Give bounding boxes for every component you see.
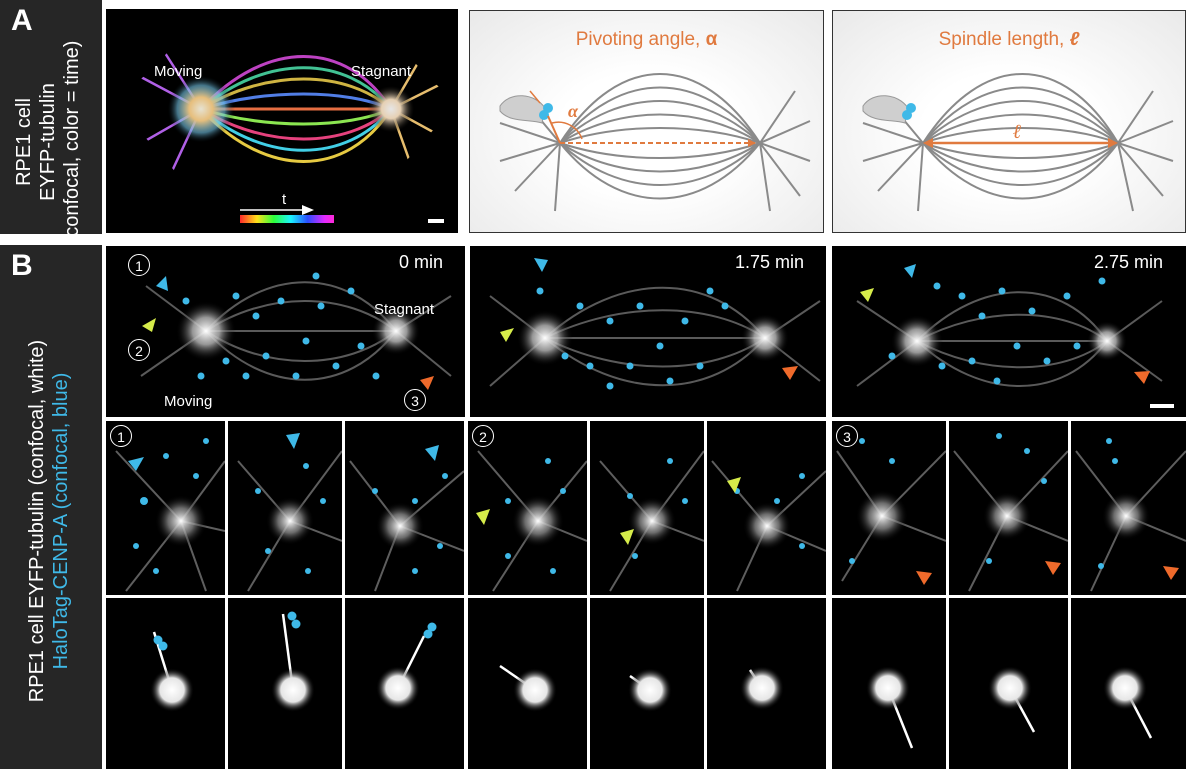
schematic-length-title: Spindle length, ℓ bbox=[833, 29, 1185, 51]
frame-2-image: 2.75 min bbox=[856, 252, 1174, 408]
pole-schematic-drawing bbox=[106, 598, 1186, 769]
panel-b-side-label: RPE1 cell EYFP-tubulin (confocal, white)… bbox=[25, 286, 77, 756]
spindle-length-drawing: ℓ bbox=[862, 73, 1174, 212]
time-color-bar bbox=[240, 215, 334, 223]
timepoint-frame-2: 2.75 min bbox=[832, 246, 1186, 417]
micrograph-label-stagnant: Stagnant bbox=[351, 63, 412, 80]
panel-b-sidebar: B RPE1 cell EYFP-tubulin (confocal, whit… bbox=[0, 245, 102, 769]
region-marker-1: 1 bbox=[128, 254, 150, 276]
spindle-angle-drawing: α bbox=[499, 73, 811, 212]
time-arrow-head bbox=[302, 205, 314, 215]
zoom-crop-3a: 3 bbox=[832, 421, 946, 595]
angle-title-symbol: α bbox=[705, 29, 718, 50]
angle-symbol-label: α bbox=[568, 101, 579, 121]
panel-a-sidebar: A RPE1 cell EYFP-tubulin (confocal, colo… bbox=[0, 0, 102, 243]
zoom-crop-3b bbox=[949, 421, 1068, 595]
zoom-crop-3c bbox=[1071, 421, 1186, 595]
zoom-crop-1c bbox=[345, 421, 464, 595]
frame-1-image: 1.75 min bbox=[489, 252, 821, 390]
micrograph-label-moving: Moving bbox=[154, 63, 202, 80]
kinetochore-shape bbox=[499, 95, 546, 124]
kinetochore-dot-2 bbox=[539, 110, 549, 120]
panel-a-letter: A bbox=[11, 4, 33, 37]
side-label-blue: HaloTag-CENP-A (confocal, blue) bbox=[50, 372, 72, 670]
zoom-marker-1: 1 bbox=[110, 425, 132, 447]
frame-0-image: 0 min Stagnant Moving bbox=[140, 252, 452, 410]
schematic-pivoting-angle: Pivoting angle, α α bbox=[469, 10, 824, 233]
timepoint-label-1: 1.75 min bbox=[735, 252, 804, 272]
timepoint-frame-0: 0 min Stagnant Moving 1 2 3 bbox=[106, 246, 465, 417]
frame-label-stagnant: Stagnant bbox=[374, 301, 435, 318]
pole-schematic-row bbox=[106, 598, 1186, 769]
time-arrow-label: t bbox=[282, 191, 287, 208]
scale-bar bbox=[428, 219, 444, 223]
colortime-micrograph: Moving Stagnant t bbox=[106, 9, 458, 233]
length-title-symbol: ℓ bbox=[1069, 29, 1080, 50]
zoom-crop-2c bbox=[707, 421, 826, 595]
zoom-crop-1b bbox=[228, 421, 342, 595]
timepoint-label-2: 2.75 min bbox=[1094, 252, 1163, 272]
length-title-text: Spindle length, bbox=[938, 29, 1070, 50]
zoom-crops-row: 1 2 bbox=[106, 421, 1186, 595]
region-marker-2: 2 bbox=[128, 339, 150, 361]
side-label-line-3: (confocal, color = time) bbox=[61, 40, 83, 244]
zoom-crop-2b bbox=[590, 421, 704, 595]
panel-a-side-label: RPE1 cell EYFP-tubulin (confocal, color … bbox=[12, 22, 88, 262]
timepoint-label-0: 0 min bbox=[399, 252, 443, 272]
zoom-crop-2a: 2 bbox=[468, 421, 587, 595]
timepoint-frame-1: 1.75 min bbox=[470, 246, 826, 417]
orange-arrowhead bbox=[420, 376, 434, 390]
kinetochore-shape-2 bbox=[862, 95, 909, 124]
frame-label-moving: Moving bbox=[164, 393, 212, 410]
side-label-white: RPE1 cell EYFP-tubulin (confocal, white) bbox=[26, 339, 48, 703]
panel-b-letter: B bbox=[11, 249, 33, 282]
angle-title-text: Pivoting angle, bbox=[575, 29, 706, 50]
length-symbol-label: ℓ bbox=[1013, 121, 1022, 143]
scale-bar-b bbox=[1150, 404, 1174, 408]
colortime-spindle-image: Moving Stagnant t bbox=[125, 38, 452, 223]
zoom-marker-3: 3 bbox=[836, 425, 858, 447]
zoom-marker-2: 2 bbox=[472, 425, 494, 447]
side-label-line-2: EYFP-tubulin bbox=[37, 83, 59, 201]
region-marker-3: 3 bbox=[404, 389, 426, 411]
cyan-arrowhead bbox=[156, 276, 168, 291]
schematic-spindle-length: Spindle length, ℓ ℓ bbox=[832, 10, 1186, 233]
schematic-angle-title: Pivoting angle, α bbox=[470, 29, 823, 51]
yellow-arrowhead bbox=[142, 318, 156, 332]
side-label-line-1: RPE1 cell bbox=[13, 98, 35, 186]
zoom-crop-1a: 1 bbox=[106, 421, 225, 595]
